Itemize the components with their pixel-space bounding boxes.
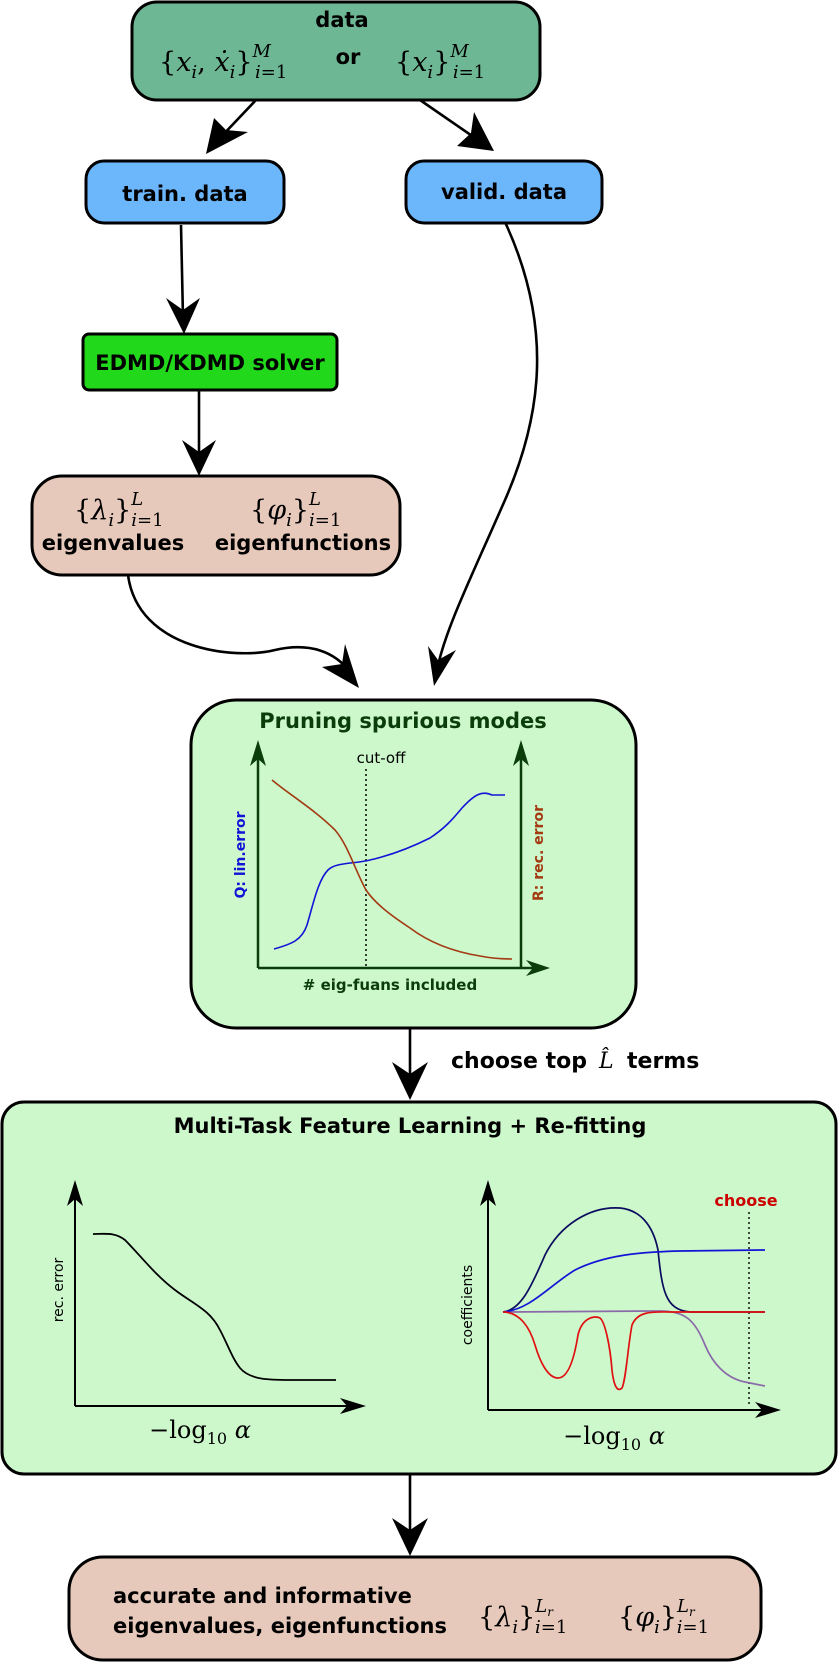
rec-error-y-axis-head: [67, 1180, 83, 1206]
connectors: [126, 98, 539, 1556]
cutoff-label: cut-off: [357, 749, 407, 767]
data-node-title: data: [315, 8, 368, 32]
result-expr-phi: {φi}Lr i=1: [618, 1596, 709, 1638]
coefficients-y-axis-head: [480, 1180, 496, 1206]
rec-error-plot: rec. error −log10 α: [51, 1180, 366, 1448]
coefficients-ylabel: coefficients: [460, 1265, 476, 1345]
arrowhead-valid: [457, 112, 494, 151]
arrowhead-result: [392, 1518, 428, 1556]
coef-path-blue: [502, 1249, 766, 1313]
valid-data-box: [404, 159, 604, 225]
arrowhead-train: [206, 118, 248, 154]
arrowhead-pruning-left: [322, 644, 359, 688]
data-node-box: [130, 0, 542, 102]
coefficients-plot: choose coefficients −log10 α: [460, 1180, 781, 1454]
choose-marker-label: choose: [714, 1191, 777, 1210]
valid-data-label: valid. data: [441, 180, 567, 204]
result-line2: eigenvalues, eigenfunctions: [113, 1614, 447, 1638]
result-line1: accurate and informative: [113, 1584, 412, 1608]
arrowhead-mtfl: [392, 1062, 428, 1100]
arrow-eig-to-pruning: [126, 574, 352, 673]
coefficients-xlabel: −log10 α: [563, 1422, 665, 1454]
rec-error-xlabel: −log10 α: [149, 1416, 251, 1448]
result-node: accurate and informative eigenvalues, ei…: [67, 1555, 763, 1662]
solver-label: EDMD/KDMD solver: [95, 351, 325, 375]
pruning-panel-box: [189, 698, 638, 1030]
arrow-train-to-solver: [179, 224, 185, 319]
valid-data-node: valid. data: [404, 159, 604, 225]
arrowhead-solver: [166, 298, 200, 334]
coef-path-red: [502, 1311, 765, 1391]
train-data-box: [84, 159, 286, 225]
rec-error-x-axis-head: [340, 1398, 366, 1414]
pruning-x-axis-label: # eig-fuans included: [303, 976, 477, 994]
choose-step-label: choose top L̂ terms: [451, 1048, 699, 1074]
data-or-label: or: [336, 45, 361, 69]
choose-label-post: terms: [627, 1049, 699, 1074]
data-node: data {xi, ẋi}M i=1 or {xi}M i=1: [130, 0, 542, 102]
pruning-panel: Pruning spurious modes cut-off Q: lin.er…: [189, 698, 638, 1030]
q-lin-error-curve: [273, 792, 505, 950]
arrowhead-eig: [182, 440, 216, 476]
data-expr-xi-xdot: {xi, ẋi}M i=1: [159, 41, 287, 83]
coefficients-x-axis-head: [755, 1402, 781, 1418]
choose-label-pre: choose top: [451, 1049, 587, 1074]
pruning-right-axis-label: R: rec. error: [531, 805, 547, 901]
mtfl-title: Multi-Task Feature Learning + Re-fitting: [174, 1114, 647, 1138]
eigen-node: {λi}L i=1 {φi}L i=1 eigenvalues eigenfunct…: [30, 474, 402, 577]
arrow-data-to-valid: [419, 98, 479, 142]
arrow-valid-to-pruning: [435, 221, 539, 671]
pruning-right-axis-head: [513, 740, 529, 766]
coef-path-navy: [502, 1207, 765, 1313]
rec-error-ylabel: rec. error: [51, 1257, 67, 1322]
result-expr-lambda: {λi}Lr i=1: [478, 1596, 567, 1638]
rec-error-curve: [92, 1232, 336, 1381]
eigen-node-box: [30, 474, 402, 577]
pruning-left-axis-head: [250, 740, 266, 766]
mtfl-panel-box: [0, 1100, 838, 1476]
train-data-label: train. data: [122, 182, 247, 206]
solver-box: [81, 332, 339, 392]
solver-node: EDMD/KDMD solver: [81, 332, 339, 392]
choose-l-hat-symbol: L̂: [598, 1048, 614, 1074]
mtfl-panel: Multi-Task Feature Learning + Re-fitting…: [0, 1100, 838, 1476]
train-data-node: train. data: [84, 159, 286, 225]
pruning-left-axis-label: Q: lin.error: [233, 811, 249, 898]
r-rec-error-curve: [271, 779, 513, 960]
pruning-x-axis-head: [526, 960, 550, 976]
eigenfunctions-label: eigenfunctions: [215, 531, 391, 555]
result-node-box: [67, 1555, 763, 1662]
arrowhead-pruning-right: [428, 646, 456, 686]
eigenvalues-label: eigenvalues: [42, 531, 184, 555]
pruning-title: Pruning spurious modes: [259, 709, 546, 733]
